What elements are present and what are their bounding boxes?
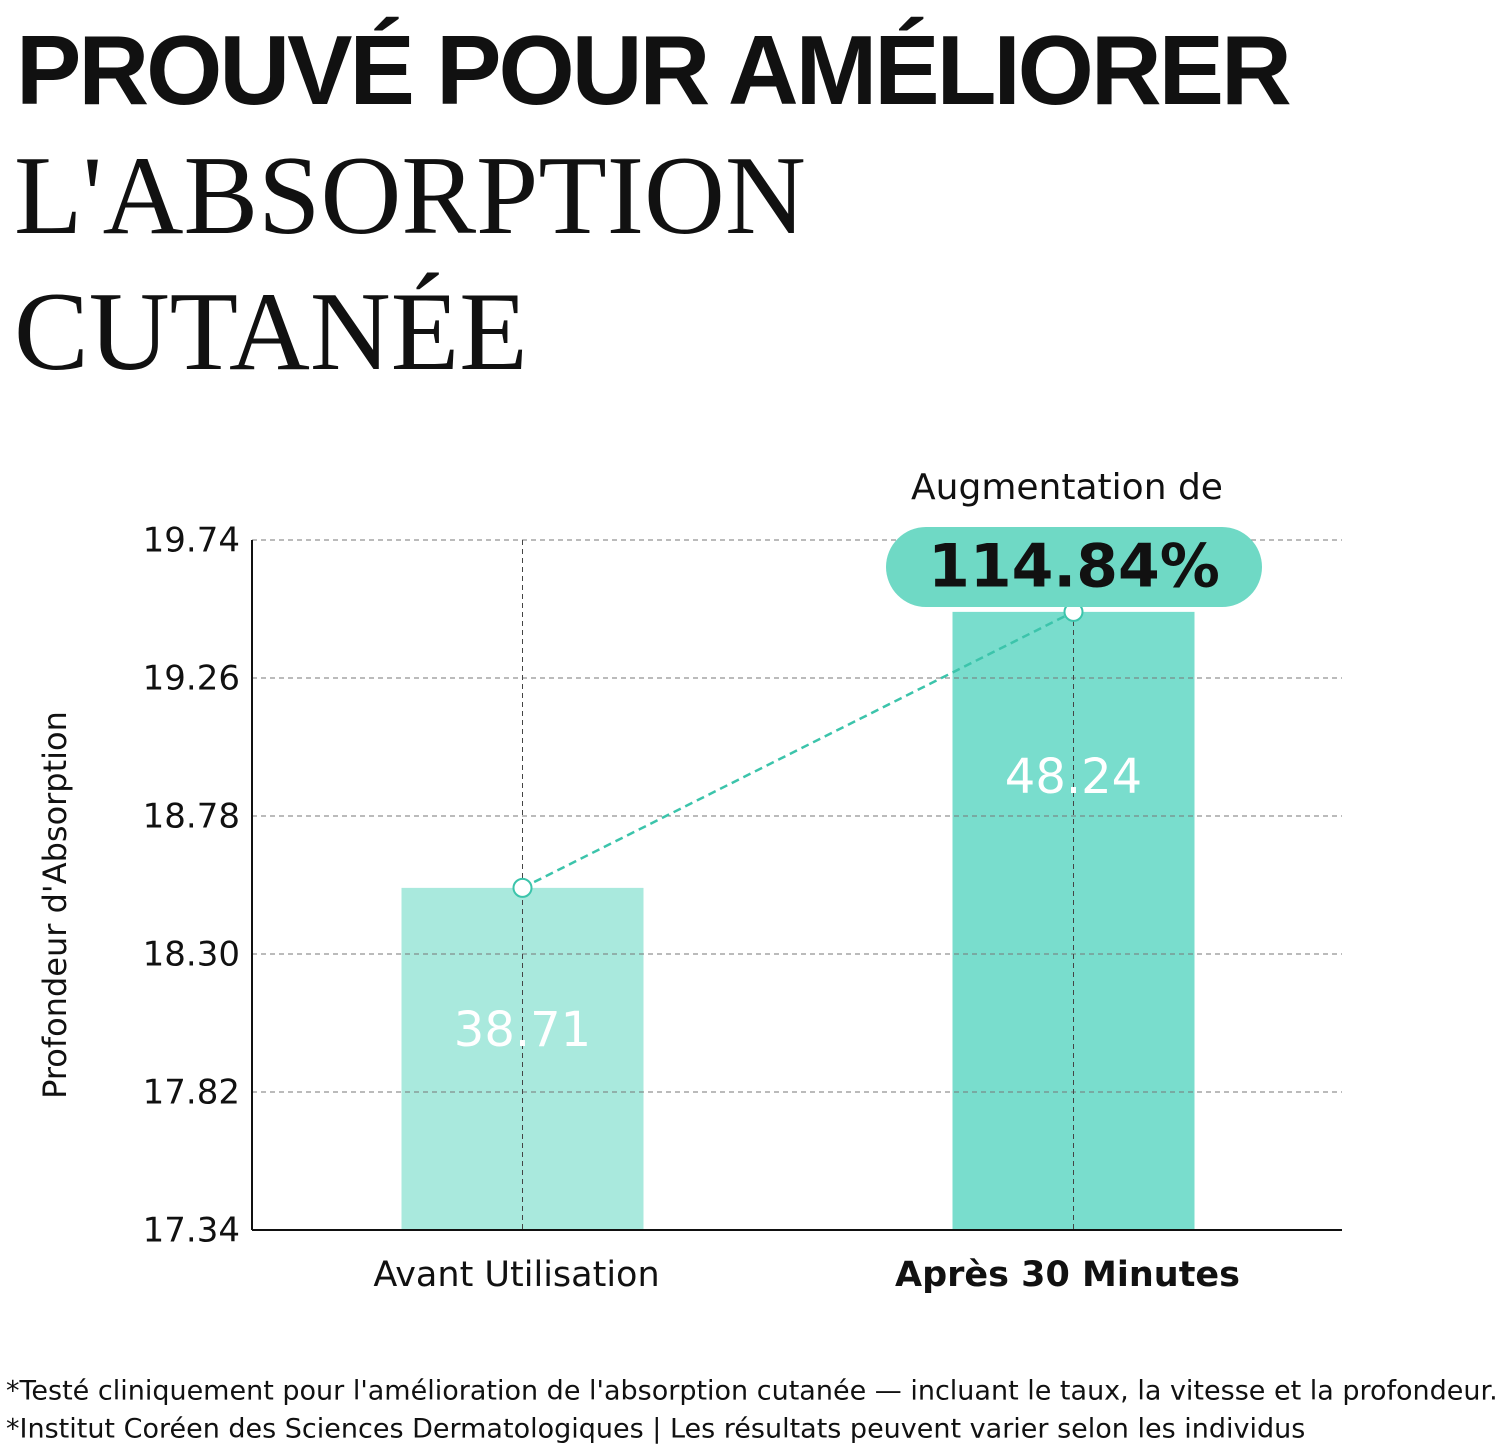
x-tick-label: Après 30 Minutes <box>895 1255 1240 1295</box>
y-tick-label: 19.26 <box>143 659 240 699</box>
point <box>512 877 533 898</box>
x-tick-label: Avant Utilisation <box>373 1255 659 1295</box>
bar-label: 38.71 <box>454 1002 591 1058</box>
y-tick-label: 18.30 <box>143 935 240 975</box>
footnote: *Testé cliniquement pour l'amélioration … <box>6 1376 1498 1407</box>
y-tick-label: 17.82 <box>143 1073 240 1113</box>
footnote: *Institut Coréen des Sciences Dermatolog… <box>6 1414 1305 1445</box>
highlight: 114.84% <box>928 532 1220 602</box>
badge <box>886 527 1262 607</box>
y-tick-label: 17.34 <box>143 1211 240 1251</box>
annotation: Augmentation de <box>911 467 1223 508</box>
trend-line <box>521 610 1075 889</box>
y-tick-label: 18.78 <box>143 797 240 837</box>
y-tick-label: 19.74 <box>143 521 240 561</box>
bar-label: 48.24 <box>1005 749 1142 805</box>
subtitle: L'ABSORPTION CUTANÉE <box>14 134 806 394</box>
y-axis-label: Profondeur d'Absorption <box>36 711 74 1099</box>
title: PROUVÉ POUR AMÉLIORER <box>16 15 1292 125</box>
